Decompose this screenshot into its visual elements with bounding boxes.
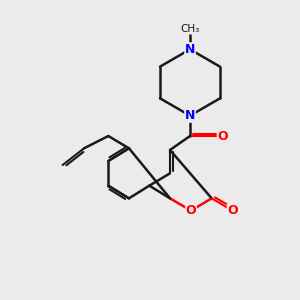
- Text: N: N: [185, 43, 195, 56]
- Text: O: O: [218, 130, 228, 142]
- Text: O: O: [186, 204, 196, 217]
- Text: N: N: [185, 109, 195, 122]
- Text: O: O: [227, 204, 238, 217]
- Text: CH₃: CH₃: [180, 24, 200, 34]
